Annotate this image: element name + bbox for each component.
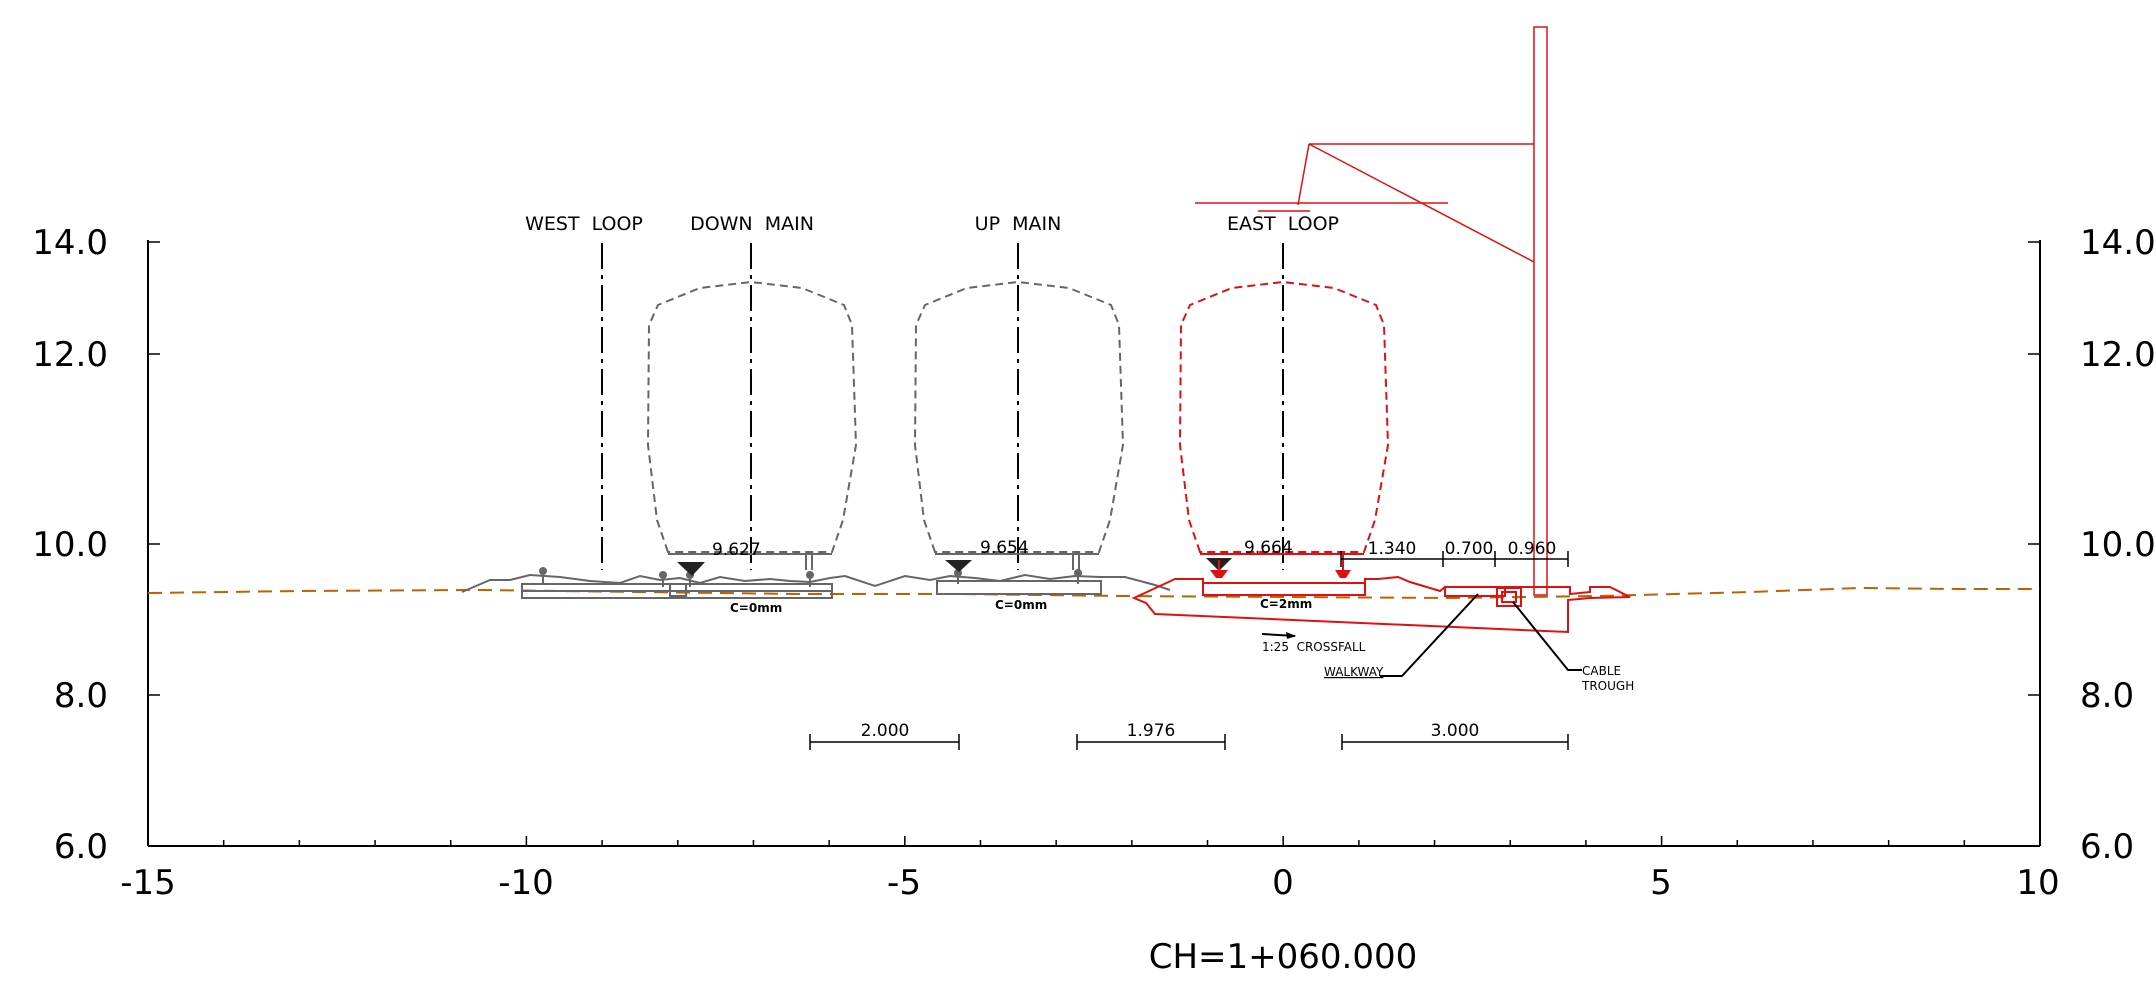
offset-dim-3: 0.960: [1508, 539, 1557, 559]
spacing-dim-3: 3.000: [1431, 721, 1480, 741]
spacing-dim-1: 2.000: [861, 721, 910, 741]
x-tick-label: -5: [887, 863, 921, 903]
axes-frame: [147, 240, 2041, 847]
y-tick-label-left: 12.0: [32, 335, 108, 375]
x-tick-label: -15: [120, 863, 176, 903]
existing-trackform: [461, 555, 1171, 599]
y-tick-label-right: 6.0: [2080, 827, 2134, 867]
track-label-west-loop: WEST LOOP: [525, 213, 643, 235]
rail-level-up-main: 9.654: [980, 538, 1029, 558]
cable-trough-label-2: TROUGH: [1581, 679, 1634, 693]
x-tick-label: 0: [1272, 863, 1294, 903]
chainage-label: CH=1+060.000: [1149, 937, 1418, 977]
offset-dimensions: [1340, 551, 1569, 567]
cant-up-main: C=0mm: [995, 598, 1047, 612]
x-minor-ticks: [147, 836, 2041, 846]
offset-dim-1: 1.340: [1368, 539, 1417, 559]
y-tick-label-right: 14.0: [2080, 223, 2156, 263]
crossfall-label: 1:25 CROSSFALL: [1262, 640, 1366, 654]
track-label-east-loop: EAST LOOP: [1227, 213, 1339, 235]
existing-ground-line: [147, 586, 2040, 600]
ohle-mast: [1195, 26, 1548, 596]
cable-trough-leader: [1512, 601, 1582, 671]
y-tick-label-left: 6.0: [54, 827, 108, 867]
walkway-leader: [1380, 593, 1479, 677]
x-tick-label: 5: [1650, 863, 1672, 903]
y-tick-label-left: 14.0: [32, 223, 108, 263]
spacing-dim-2: 1.976: [1127, 721, 1176, 741]
y-tick-label-left: 8.0: [54, 676, 108, 716]
offset-dim-2: 0.700: [1445, 539, 1494, 559]
proposed-east-loop-formation: [1131, 554, 1631, 634]
cant-east-loop: C=2mm: [1260, 597, 1312, 611]
x-tick-label: 10: [2016, 863, 2059, 903]
rail-level-east-loop: 9.664: [1244, 538, 1293, 558]
spacing-dimensions: [809, 734, 1569, 750]
x-tick-label: -10: [498, 863, 554, 903]
track-label-down-main: DOWN MAIN: [690, 213, 814, 235]
walkway-label: WALKWAY: [1324, 665, 1384, 679]
y-tick-label-left: 10.0: [32, 525, 108, 565]
y-tick-label-right: 12.0: [2080, 335, 2156, 375]
track-label-up-main: UP MAIN: [975, 213, 1062, 235]
y-tick-label-right: 10.0: [2080, 525, 2156, 565]
track-centrelines: [601, 243, 1284, 570]
y-tick-label-right: 8.0: [2080, 676, 2134, 716]
cable-trough-label-1: CABLE: [1582, 664, 1621, 678]
cant-down-main: C=0mm: [730, 601, 782, 615]
rail-level-down-main: 9.627: [712, 540, 761, 560]
y-minor-ticks: [148, 241, 2040, 847]
